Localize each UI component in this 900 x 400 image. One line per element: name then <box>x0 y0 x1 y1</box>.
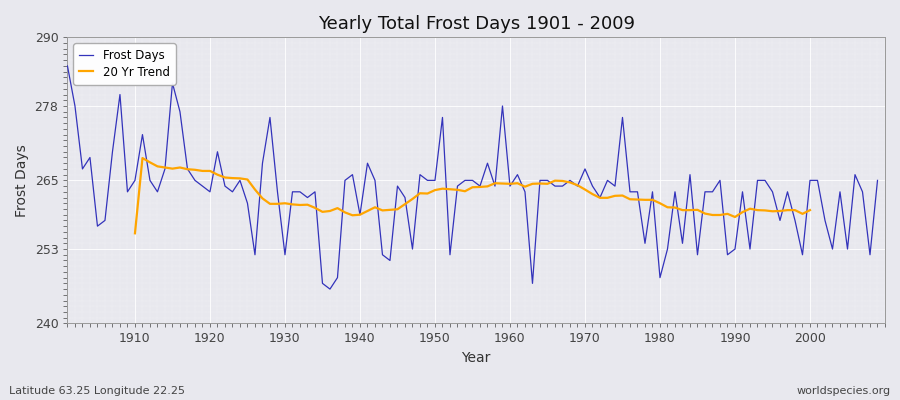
Frost Days <box>325 287 336 292</box>
Line: Frost Days: Frost Days <box>68 66 878 289</box>
Text: worldspecies.org: worldspecies.org <box>796 386 891 396</box>
Frost Days <box>62 64 73 68</box>
Title: Yearly Total Frost Days 1901 - 2009: Yearly Total Frost Days 1901 - 2009 <box>318 15 634 33</box>
20 Yr Trend <box>789 208 800 212</box>
X-axis label: Year: Year <box>462 351 490 365</box>
Frost Days <box>287 190 298 194</box>
Frost Days <box>339 178 350 183</box>
Frost Days <box>122 190 133 194</box>
20 Yr Trend <box>310 206 320 210</box>
Frost Days <box>602 178 613 183</box>
Frost Days <box>505 184 516 188</box>
20 Yr Trend <box>294 202 305 207</box>
Legend: Frost Days, 20 Yr Trend: Frost Days, 20 Yr Trend <box>74 43 176 84</box>
Frost Days <box>512 172 523 177</box>
Text: Latitude 63.25 Longitude 22.25: Latitude 63.25 Longitude 22.25 <box>9 386 185 396</box>
20 Yr Trend <box>137 156 148 160</box>
Frost Days <box>872 178 883 183</box>
Y-axis label: Frost Days: Frost Days <box>15 144 29 217</box>
20 Yr Trend <box>220 175 230 180</box>
Line: 20 Yr Trend: 20 Yr Trend <box>135 158 810 233</box>
20 Yr Trend <box>707 212 718 217</box>
20 Yr Trend <box>797 212 808 216</box>
20 Yr Trend <box>130 231 140 236</box>
20 Yr Trend <box>805 208 815 212</box>
